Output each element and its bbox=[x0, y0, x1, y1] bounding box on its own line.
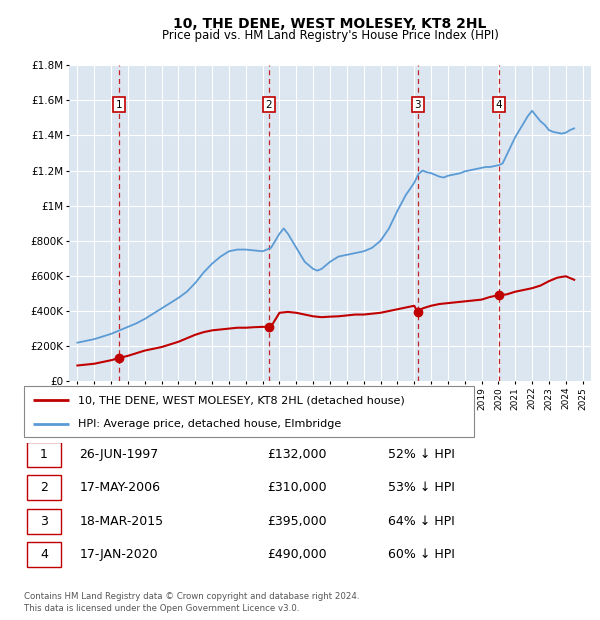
Text: 10, THE DENE, WEST MOLESEY, KT8 2HL: 10, THE DENE, WEST MOLESEY, KT8 2HL bbox=[173, 17, 487, 30]
Text: 52% ↓ HPI: 52% ↓ HPI bbox=[388, 448, 455, 461]
Text: 10, THE DENE, WEST MOLESEY, KT8 2HL (detached house): 10, THE DENE, WEST MOLESEY, KT8 2HL (det… bbox=[78, 396, 405, 405]
FancyBboxPatch shape bbox=[27, 476, 61, 500]
Text: 1: 1 bbox=[40, 448, 48, 461]
Text: £132,000: £132,000 bbox=[267, 448, 326, 461]
Text: 4: 4 bbox=[496, 100, 502, 110]
Text: 26-JUN-1997: 26-JUN-1997 bbox=[79, 448, 158, 461]
Text: £310,000: £310,000 bbox=[267, 482, 326, 494]
Text: This data is licensed under the Open Government Licence v3.0.: This data is licensed under the Open Gov… bbox=[24, 604, 299, 613]
FancyBboxPatch shape bbox=[27, 509, 61, 534]
Text: £490,000: £490,000 bbox=[267, 549, 326, 561]
FancyBboxPatch shape bbox=[27, 442, 61, 467]
Text: 1: 1 bbox=[116, 100, 122, 110]
Text: 4: 4 bbox=[40, 549, 48, 561]
Text: 3: 3 bbox=[415, 100, 421, 110]
Text: Contains HM Land Registry data © Crown copyright and database right 2024.: Contains HM Land Registry data © Crown c… bbox=[24, 592, 359, 601]
Text: 17-JAN-2020: 17-JAN-2020 bbox=[79, 549, 158, 561]
FancyBboxPatch shape bbox=[27, 542, 61, 567]
FancyBboxPatch shape bbox=[24, 386, 474, 437]
Text: 18-MAR-2015: 18-MAR-2015 bbox=[79, 515, 163, 528]
Text: 60% ↓ HPI: 60% ↓ HPI bbox=[388, 549, 455, 561]
Text: HPI: Average price, detached house, Elmbridge: HPI: Average price, detached house, Elmb… bbox=[78, 419, 341, 430]
Text: 64% ↓ HPI: 64% ↓ HPI bbox=[388, 515, 455, 528]
Text: 2: 2 bbox=[40, 482, 48, 494]
Text: 3: 3 bbox=[40, 515, 48, 528]
Text: 2: 2 bbox=[266, 100, 272, 110]
Text: 53% ↓ HPI: 53% ↓ HPI bbox=[388, 482, 455, 494]
Text: £395,000: £395,000 bbox=[267, 515, 326, 528]
Text: 17-MAY-2006: 17-MAY-2006 bbox=[79, 482, 160, 494]
Text: Price paid vs. HM Land Registry's House Price Index (HPI): Price paid vs. HM Land Registry's House … bbox=[161, 30, 499, 42]
